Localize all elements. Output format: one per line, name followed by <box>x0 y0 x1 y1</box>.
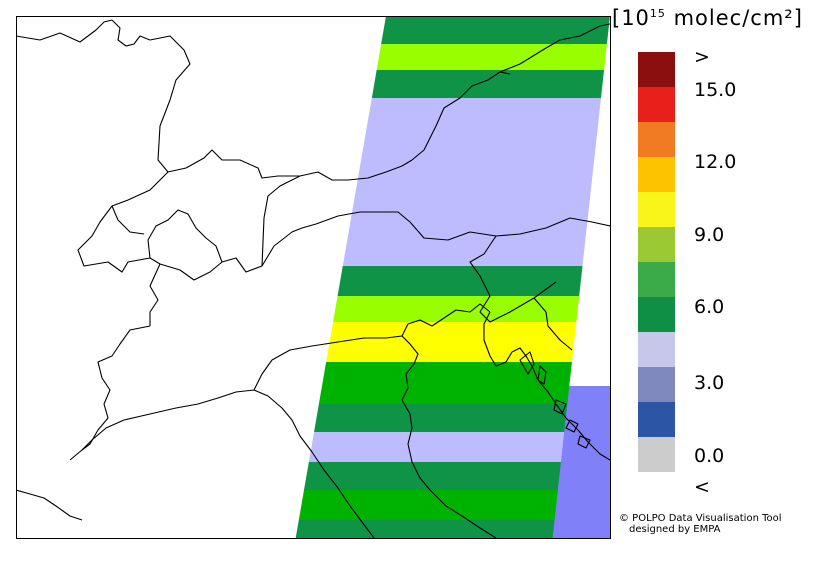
border-slovenia-croatia <box>533 297 573 351</box>
swath-band <box>326 322 577 362</box>
border-germany-austria <box>411 71 511 161</box>
coast-croatia <box>483 311 610 461</box>
border-interior-2 <box>111 205 145 235</box>
colorbar-swatch <box>638 332 675 367</box>
colorbar-swatch <box>638 227 675 262</box>
unit-exponent: 15 <box>649 7 666 20</box>
map-panel <box>16 16 610 538</box>
coast-liguria <box>81 389 375 538</box>
credits: © POLPO Data Visualisation Tool designed… <box>619 513 782 535</box>
border-czech <box>499 23 610 73</box>
unit-suffix: molec/cm²] <box>665 6 803 30</box>
swath-band <box>298 490 558 520</box>
swath-band <box>371 70 605 98</box>
border-italy-interior <box>253 335 403 391</box>
satellite-swath <box>295 16 610 538</box>
swath-band <box>342 98 601 266</box>
border-switzerland-italy <box>159 211 610 281</box>
swath-band <box>295 520 555 538</box>
colorbar-swatch <box>638 157 675 192</box>
tick-label-12: 12.0 <box>694 151 737 173</box>
swath-band <box>314 404 568 432</box>
tick-label-6: 6.0 <box>694 296 725 318</box>
border-france-north <box>16 19 113 43</box>
islands-croatia <box>519 351 591 449</box>
map-canvas <box>16 16 610 538</box>
colorbar-swatch <box>638 87 675 122</box>
tick-label-0: 0.0 <box>694 445 725 467</box>
border-austria-slovenia <box>469 235 557 323</box>
swath-band <box>308 432 565 462</box>
swath-band <box>303 462 561 490</box>
border-interior-1 <box>147 209 223 263</box>
colorbar-swatch <box>638 262 675 297</box>
country-borders <box>16 19 610 538</box>
border-france-italy <box>69 325 151 461</box>
colorbar-unit-label: [1015 molec/cm²] <box>612 6 803 30</box>
credits-line-1: © POLPO Data Visualisation Tool <box>619 513 782 524</box>
colorbar <box>638 52 675 472</box>
tick-label-9: 9.0 <box>694 224 725 246</box>
coast-adriatic-italy <box>401 335 497 538</box>
colorbar-swatch <box>638 297 675 332</box>
border-austria <box>261 175 301 267</box>
swath-band <box>376 44 607 70</box>
swath-band <box>333 296 580 322</box>
unit-prefix: [10 <box>612 6 650 30</box>
colorbar-swatch <box>638 402 675 437</box>
tick-label-over: > <box>694 46 710 68</box>
coast-france <box>16 489 83 521</box>
credits-line-2: designed by EMPA <box>629 524 721 535</box>
colorbar-swatch <box>638 437 675 472</box>
swath-band <box>337 266 583 296</box>
colorbar-swatch <box>638 122 675 157</box>
tick-label-3: 3.0 <box>694 372 725 394</box>
border-germany-switzerland <box>167 149 413 181</box>
tick-label-under: < <box>694 476 710 498</box>
colorbar-swatch <box>638 52 675 87</box>
coast-venice <box>401 303 491 337</box>
swath-band <box>318 362 572 404</box>
border-france-switzerland <box>77 171 169 326</box>
border-luxembourg <box>111 19 191 173</box>
tick-label-15: 15.0 <box>694 79 737 101</box>
swath-band <box>381 16 610 44</box>
colorbar-swatch <box>638 192 675 227</box>
colorbar-swatch <box>638 367 675 402</box>
